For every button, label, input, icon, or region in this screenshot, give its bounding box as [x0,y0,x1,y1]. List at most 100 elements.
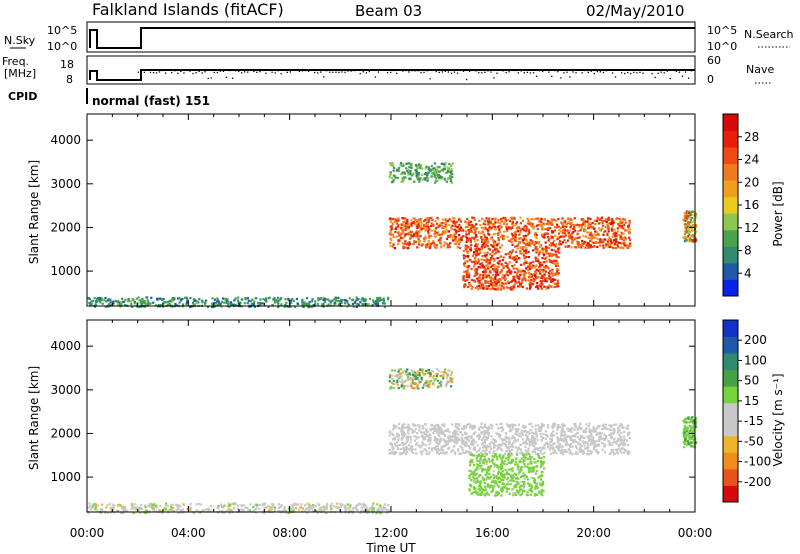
range-cell [291,507,295,510]
range-cell [372,301,375,304]
range-cell [428,228,431,231]
range-cell [513,263,516,266]
range-cell [500,282,503,285]
range-cell [557,424,560,427]
range-cell [542,470,545,474]
range-cell [305,507,308,510]
range-cell [279,297,282,301]
range-cell [230,502,233,505]
range-cell [558,228,561,231]
range-cell [526,266,529,269]
nave-point [648,69,650,71]
nave-point [277,70,279,72]
range-cell [399,162,402,165]
nave-point [310,69,313,71]
range-cell [596,245,599,248]
range-cell [487,240,490,243]
range-cell [518,241,521,244]
range-cell [549,276,552,279]
range-cell [324,511,327,514]
range-cell [476,285,479,288]
nave-point [186,69,188,71]
range-cell [397,230,400,233]
range-cell [684,223,687,226]
range-cell [204,302,207,305]
range-cell [484,468,487,471]
range-cell [472,463,475,466]
range-cell [511,470,514,473]
range-cell [483,455,487,458]
range-cell [96,504,100,507]
range-cell [528,268,532,271]
range-cell [615,423,618,426]
range-cell [608,236,611,239]
range-cell [608,222,611,225]
range-cell [487,432,490,435]
range-cell [159,297,162,300]
range-cell [416,246,419,249]
nave-point [526,71,529,74]
range-cell [414,233,417,236]
range-cell [536,248,539,251]
range-cell [396,176,399,180]
range-cell [483,219,486,222]
range-cell [497,236,500,240]
range-cell [555,259,558,262]
range-cell [601,239,604,242]
range-cell [591,227,594,230]
range-cell [561,445,564,448]
range-cell [489,271,492,274]
range-cell [589,244,593,247]
range-cell [205,508,208,511]
range-cell [594,223,597,226]
range-cell [533,461,536,464]
range-cell [406,219,409,222]
range-cell [606,240,609,243]
range-cell [502,479,505,482]
range-cell [436,179,439,182]
range-cell [103,299,106,302]
range-cell [450,181,454,184]
range-cell [528,423,531,426]
range-cell [572,227,575,230]
range-cell [484,238,487,241]
range-cell [501,430,504,433]
range-cell [574,223,577,227]
range-cell [412,424,415,427]
range-cell [489,219,492,222]
nave-point [669,77,671,80]
range-cell [435,430,438,433]
range-cell [287,297,290,300]
range-cell [427,220,430,223]
range-cell [616,449,619,452]
range-cell [475,273,478,276]
range-cell [475,250,478,253]
range-cell [401,229,404,232]
range-cell [509,253,512,256]
nave-point [295,69,297,71]
range-cell [227,303,230,306]
range-cell [411,452,415,455]
range-cell [608,433,611,437]
range-cell [478,280,481,283]
range-cell [557,256,560,259]
nave-point [338,71,340,73]
range-cell [244,506,247,509]
range-cell [477,449,480,452]
range-cell [519,216,522,219]
range-cell [419,220,422,223]
range-cell [488,276,491,279]
range-cell [196,509,199,512]
range-cell [464,220,467,223]
range-cell [400,438,403,441]
range-cell [543,218,546,221]
range-cell [484,449,487,452]
range-cell [506,228,509,231]
range-cell [611,219,614,222]
range-cell [542,268,545,272]
range-cell [589,452,593,455]
range-cell [628,232,631,235]
range-cell [417,173,420,176]
range-cell [554,245,557,248]
range-cell [392,243,395,246]
